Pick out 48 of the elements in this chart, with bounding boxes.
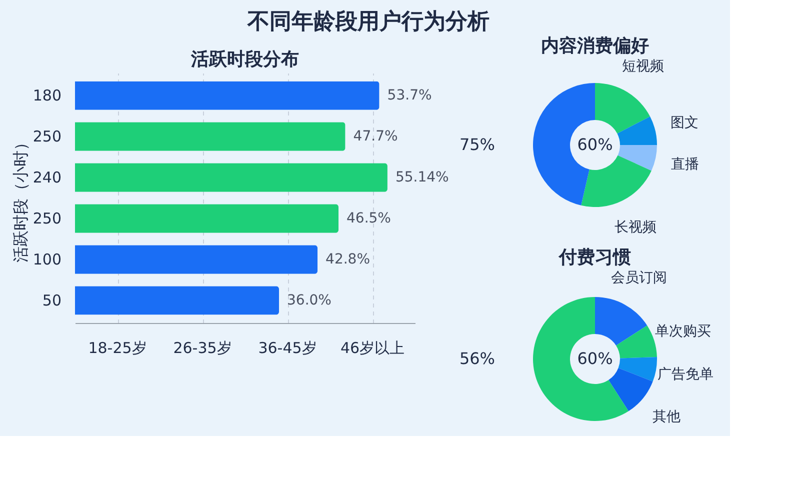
- y-tick-label: 100: [32, 250, 62, 268]
- slice-label: 会员订阅: [611, 270, 668, 286]
- y-tick-label: 250: [32, 128, 62, 146]
- donut-slice: [595, 297, 648, 346]
- slice-label: 长视频: [614, 219, 657, 236]
- slice-label: 其他: [652, 409, 680, 426]
- y-tick-label: 250: [32, 209, 62, 228]
- text: 60%: [577, 135, 613, 154]
- bar: [75, 122, 346, 151]
- bar: [75, 163, 388, 192]
- bar: [75, 286, 279, 315]
- text: 46岁以上: [340, 339, 405, 357]
- donut-slice: [618, 145, 657, 171]
- text: 60%: [577, 349, 613, 368]
- donut-slice: [616, 325, 657, 358]
- donut-slice: [608, 368, 653, 412]
- chart-title: 不同年龄段用户行为分析: [246, 8, 490, 34]
- text: 18-25岁: [88, 339, 147, 357]
- bar: [75, 204, 338, 233]
- data-label: 36.0%: [287, 292, 332, 308]
- text: 26-35岁: [173, 339, 232, 357]
- data-label: 53.7%: [387, 88, 432, 104]
- donut-slice: [618, 357, 657, 382]
- data-label: 55.14%: [395, 170, 449, 186]
- data-label: 42.8%: [326, 251, 370, 268]
- chart-title: 内容消费偏好: [541, 35, 649, 56]
- donut-slice: [533, 297, 629, 421]
- donut-slice: [581, 155, 652, 207]
- donut-slice: [617, 116, 657, 145]
- bar: [75, 245, 318, 274]
- slice-label: 直播: [670, 156, 699, 173]
- chart-title: 付费习惯: [558, 247, 631, 268]
- y-tick-label: 240: [32, 168, 62, 187]
- bar: [75, 81, 380, 110]
- y-axis-title: 活跃时段（小时）: [10, 134, 30, 262]
- slice-label: 广告免单: [658, 366, 714, 383]
- slice-label: 图文: [670, 115, 698, 132]
- y-tick-label: 180: [32, 86, 62, 105]
- text: 56%: [459, 349, 495, 368]
- donut-slice: [595, 83, 650, 134]
- data-label: 47.7%: [353, 128, 398, 145]
- slice-label: 短视频: [622, 58, 664, 74]
- data-label: 46.5%: [346, 210, 391, 226]
- slice-label: 单次购买: [654, 324, 711, 340]
- y-tick-label: 50: [42, 291, 62, 310]
- chart-subtitle: 活跃时段分布: [190, 49, 299, 70]
- text: 36-45岁: [258, 339, 317, 357]
- text: 75%: [459, 135, 495, 154]
